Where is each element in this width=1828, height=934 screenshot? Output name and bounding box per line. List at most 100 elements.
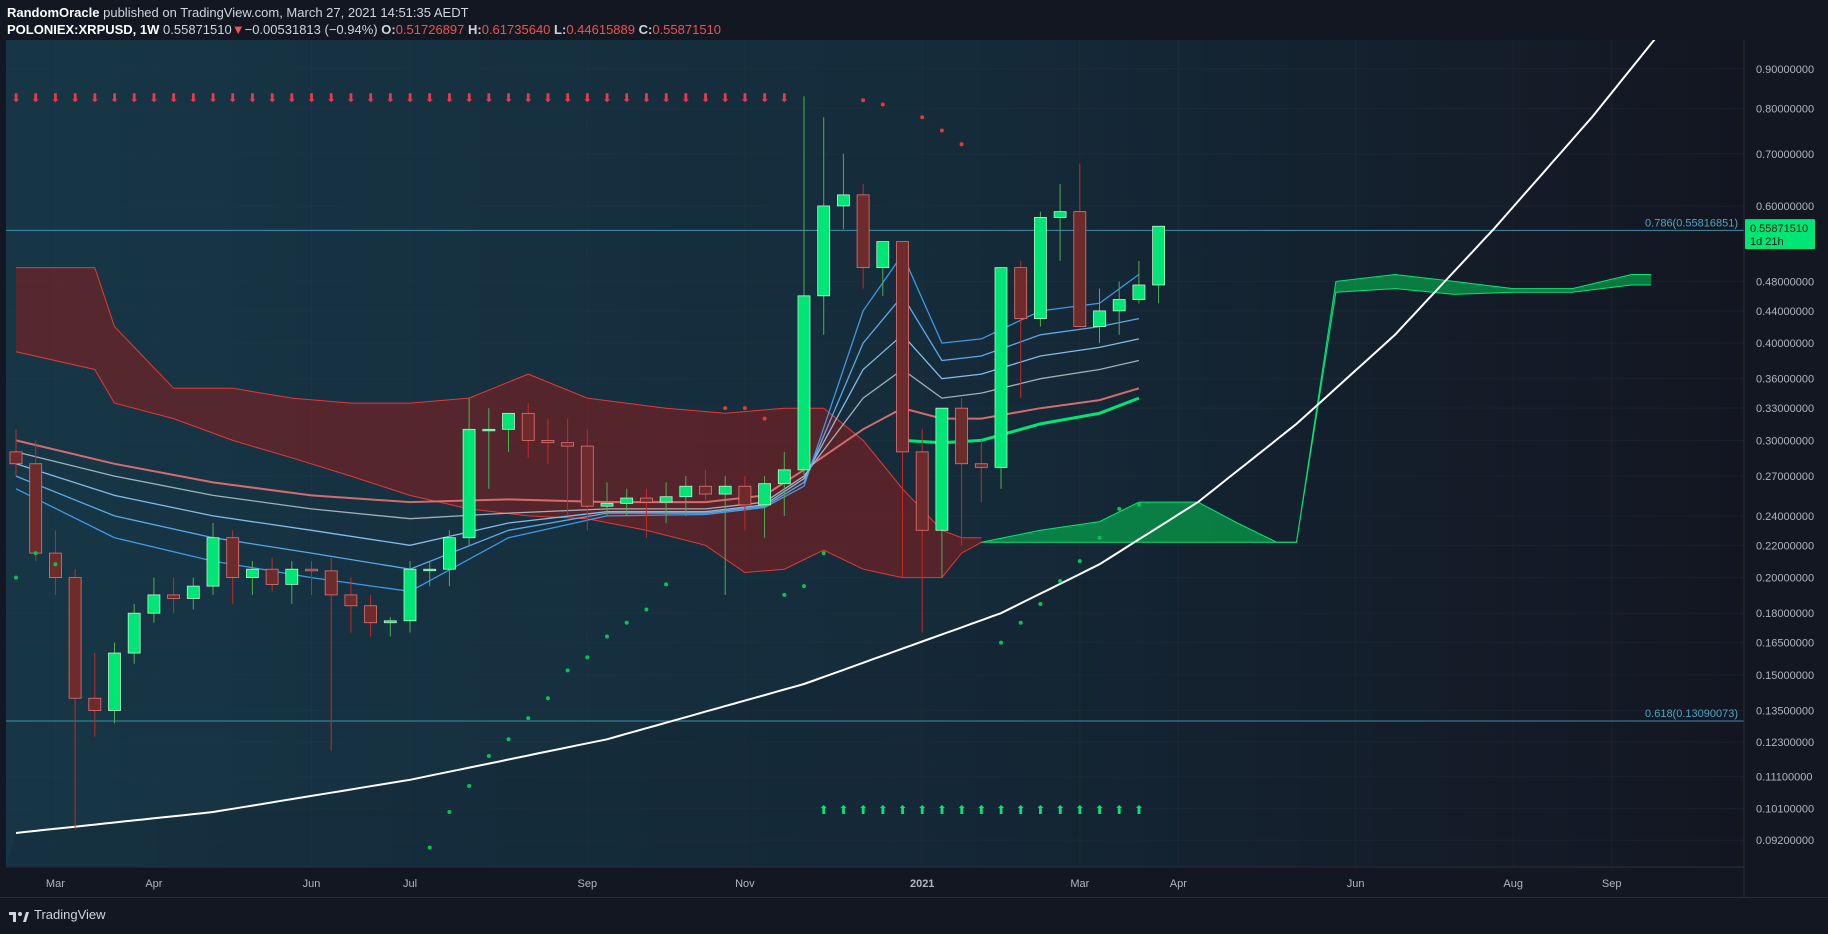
candle-body — [1152, 225, 1165, 286]
high-value: 0.61735640 — [481, 22, 551, 37]
down-arrow-icon: ⬇ — [287, 91, 297, 105]
price-tick-label: 0.13500000 — [1756, 706, 1814, 718]
price-tick-label: 0.20000000 — [1756, 573, 1814, 585]
price-axis[interactable]: 0.90000000 0.80000000 0.70000000 0.60000000… — [1756, 64, 1814, 847]
down-arrow-icon: ⬇ — [346, 91, 356, 105]
candle-body — [738, 485, 752, 506]
psar-dot — [1038, 601, 1043, 606]
candle-body — [226, 537, 240, 578]
candle-body — [1093, 310, 1106, 328]
up-arrow-icon: ⬆ — [878, 803, 888, 817]
price-tick-label: 0.16500000 — [1756, 638, 1814, 650]
candle-body — [659, 496, 673, 503]
candle-body — [305, 568, 318, 572]
up-arrow-icon: ⬆ — [858, 803, 868, 817]
down-arrow-icon: ⬇ — [385, 91, 395, 105]
candle-body — [383, 620, 397, 624]
candle-body — [423, 568, 437, 572]
psar-dot — [880, 102, 885, 107]
up-arrow-icon: ⬆ — [937, 803, 947, 817]
candle-body — [718, 485, 732, 495]
open-label: O: — [381, 22, 396, 37]
down-arrow-icon: ⬇ — [602, 91, 612, 105]
psar-dot — [53, 562, 58, 567]
down-arrow-icon: ⬇ — [11, 91, 21, 105]
price-tick-label: 0.11100000 — [1756, 772, 1812, 784]
candle-body — [699, 485, 712, 495]
candle-body — [1073, 211, 1087, 328]
tradingview-logo[interactable]: TradingView — [8, 907, 106, 923]
candle-body — [915, 451, 929, 531]
up-arrow-icon: ⬆ — [819, 803, 829, 817]
parabola-region — [6, 40, 1744, 867]
candle-body — [856, 194, 870, 269]
candle-body — [502, 412, 515, 430]
candle-body — [876, 241, 890, 269]
logo-text: TradingView — [34, 907, 106, 922]
down-arrow-icon: ⬇ — [50, 91, 60, 105]
candle-body — [521, 412, 535, 441]
down-arrow-icon: ⬇ — [760, 91, 770, 105]
down-arrow-icon: ⬇ — [247, 91, 257, 105]
down-arrow-icon: ⬇ — [228, 91, 238, 105]
down-arrow-icon: ⬇ — [484, 91, 494, 105]
down-arrow-icon: ⬇ — [306, 91, 316, 105]
time-tick-label: Jul — [403, 878, 417, 890]
footer-bar: TradingView — [0, 897, 1828, 934]
price-tag-box — [1745, 219, 1815, 250]
psar-dot — [585, 655, 590, 660]
time-axis[interactable]: Mar Apr Jun Jul Sep Nov 2021 Mar Apr Jun Aug Sep — [46, 878, 1622, 890]
candle-body — [68, 577, 82, 699]
high-label: H: — [468, 22, 482, 37]
close-value: 0.55871510 — [652, 22, 722, 37]
down-arrow-icon: ⬇ — [405, 91, 415, 105]
candle-body — [1014, 267, 1028, 320]
price-tick-label: 0.40000000 — [1756, 338, 1814, 350]
candle-body — [896, 241, 909, 453]
psar-dot — [565, 668, 570, 673]
down-arrow-icon: ⬇ — [444, 91, 454, 105]
candle-body — [265, 568, 279, 585]
candle-body — [955, 407, 968, 465]
up-arrow-icon: ⬆ — [957, 803, 967, 817]
psar-dot — [14, 575, 18, 580]
down-arrow-icon: ⬇ — [622, 91, 632, 105]
candle-body — [974, 463, 988, 468]
low-label: L: — [554, 22, 567, 37]
fib-label: 0.786(0.55816851) — [1645, 217, 1738, 229]
psar-dot — [939, 128, 944, 133]
candle-body — [620, 497, 634, 504]
price-chart[interactable]: 0.786(0.55816851)0.618(0.13090073) ⬇ ⬇ ⬇ ⬇ ⬇… — [0, 40, 1828, 897]
down-arrow-icon: ⬇ — [720, 91, 730, 105]
time-tick-label: Apr — [145, 878, 162, 890]
up-arrow-icon: ⬆ — [996, 803, 1006, 817]
time-tick-label: Aug — [1503, 878, 1523, 890]
parabola-shade — [6, 40, 1744, 867]
psar-dot — [467, 783, 472, 788]
psar-dot — [723, 406, 728, 411]
down-arrow-icon: ⬇ — [503, 91, 513, 105]
candle-body — [29, 463, 43, 554]
down-arrow-icon: ⬇ — [109, 91, 119, 105]
time-tick-label: Jun — [1347, 878, 1365, 890]
psar-dot — [1117, 506, 1122, 511]
psar-dot — [624, 620, 629, 625]
price-tag-countdown: 1d 21h — [1750, 236, 1784, 248]
ribbon-base-line — [902, 396, 1140, 445]
candle-body — [561, 442, 574, 447]
price-tick-label: 0.09200000 — [1756, 835, 1814, 847]
candle-body — [679, 485, 693, 498]
psar-dot — [959, 142, 964, 147]
down-arrow-icon: ⬇ — [700, 91, 710, 105]
author-name[interactable]: RandomOracle — [7, 5, 100, 20]
psar-dot — [762, 416, 767, 421]
price-tick-label: 0.22000000 — [1756, 540, 1814, 552]
psar-dot — [861, 98, 866, 103]
symbol-name[interactable]: POLONIEX:XRPUSD, 1W — [7, 22, 160, 37]
psar-dot — [644, 607, 649, 612]
up-arrow-icon: ⬆ — [917, 803, 927, 817]
last-price: 0.55871510 — [163, 22, 232, 37]
price-tick-label: 0.48000000 — [1756, 276, 1814, 288]
down-arrow-icon: ⬇ — [366, 91, 376, 105]
up-arrow-icon: ⬆ — [838, 803, 848, 817]
